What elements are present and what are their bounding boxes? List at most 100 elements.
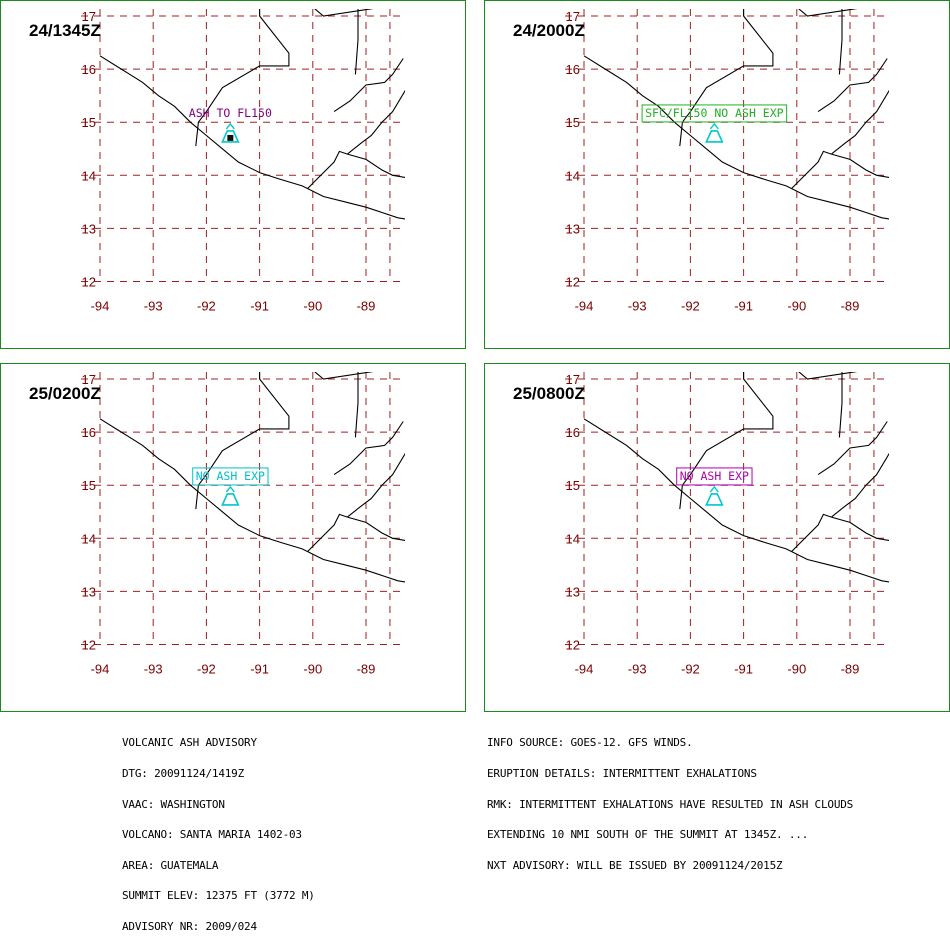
map-canvas: -94 -93 -92 -91 -90 -89 17 16 15 14 13 12 25/0800Z NO… bbox=[513, 372, 930, 677]
lon-tick-label: -89 bbox=[841, 662, 860, 677]
ash-forecast-label: NO ASH EXP bbox=[680, 469, 749, 483]
advisory-dtg: DTG: 20091124/1419Z bbox=[122, 767, 245, 780]
lat-tick-label: 17 bbox=[566, 372, 580, 387]
lon-tick-label: -94 bbox=[575, 299, 594, 314]
lat-tick-label: 15 bbox=[82, 115, 96, 130]
coastline bbox=[409, 74, 446, 85]
coastline bbox=[831, 153, 889, 178]
coastline bbox=[791, 150, 832, 189]
lon-tick-label: -93 bbox=[628, 662, 647, 677]
lat-tick-label: 13 bbox=[82, 221, 96, 236]
coastline bbox=[583, 418, 889, 583]
lat-tick-label: 13 bbox=[82, 584, 96, 599]
coastline bbox=[347, 89, 405, 155]
coastline bbox=[347, 153, 405, 178]
coastline bbox=[314, 9, 374, 17]
coastline bbox=[791, 513, 832, 552]
coastline bbox=[838, 372, 843, 438]
map-canvas: -94 -93 -92 -91 -90 -89 17 16 15 14 13 12 24/2000Z SF… bbox=[513, 9, 930, 314]
lat-tick-label: 13 bbox=[566, 584, 580, 599]
lat-tick-label: 16 bbox=[566, 62, 580, 77]
coastline bbox=[893, 437, 930, 448]
coastline bbox=[679, 9, 774, 147]
lon-tick-label: -94 bbox=[91, 662, 110, 677]
lon-tick-label: -94 bbox=[575, 662, 594, 677]
coastline bbox=[893, 74, 930, 85]
lon-tick-label: -89 bbox=[841, 299, 860, 314]
lat-tick-label: 16 bbox=[566, 425, 580, 440]
lon-tick-label: -91 bbox=[250, 662, 269, 677]
ash-forecast-box bbox=[676, 467, 753, 486]
coastline bbox=[314, 372, 374, 380]
coastline bbox=[679, 372, 774, 510]
lat-tick-label: 15 bbox=[82, 478, 96, 493]
advisory-info-left: VOLCANIC ASH ADVISORY DTG: 20091124/1419… bbox=[122, 718, 315, 942]
lat-tick-label: 13 bbox=[566, 221, 580, 236]
coastline bbox=[817, 58, 888, 113]
lon-tick-label: -92 bbox=[681, 299, 700, 314]
coastline bbox=[347, 452, 405, 518]
lat-tick-label: 12 bbox=[566, 638, 580, 653]
lon-tick-label: -91 bbox=[250, 299, 269, 314]
advisory-eruption-details: ERUPTION DETAILS: INTERMITTENT EXHALATIO… bbox=[487, 767, 757, 780]
coastline bbox=[831, 452, 889, 518]
lon-tick-label: -92 bbox=[681, 662, 700, 677]
coastline bbox=[583, 55, 889, 220]
advisory-next: NXT ADVISORY: WILL BE ISSUED BY 20091124… bbox=[487, 858, 783, 872]
coastline bbox=[831, 516, 889, 541]
lon-tick-label: -93 bbox=[144, 662, 163, 677]
coastline bbox=[354, 9, 359, 75]
lat-tick-label: 17 bbox=[566, 9, 580, 24]
lon-tick-label: -92 bbox=[197, 662, 216, 677]
lon-tick-label: -90 bbox=[787, 299, 806, 314]
lat-tick-label: 17 bbox=[82, 372, 96, 387]
lon-tick-label: -94 bbox=[91, 299, 110, 314]
advisory-info-right: INFO SOURCE: GOES-12. GFS WINDS. ERUPTIO… bbox=[487, 718, 853, 881]
advisory-info-source: INFO SOURCE: GOES-12. GFS WINDS. bbox=[487, 736, 693, 750]
coastline bbox=[333, 421, 404, 476]
lat-tick-label: 12 bbox=[82, 638, 96, 653]
advisory-volcano: VOLCANO: SANTA MARIA 1402-03 bbox=[122, 828, 302, 842]
lat-tick-label: 16 bbox=[82, 425, 96, 440]
lon-tick-label: -90 bbox=[303, 662, 322, 677]
lon-tick-label: -93 bbox=[144, 299, 163, 314]
lat-tick-label: 12 bbox=[566, 275, 580, 290]
lat-tick-label: 15 bbox=[566, 478, 580, 493]
lon-tick-label: -90 bbox=[787, 662, 806, 677]
lat-tick-label: 15 bbox=[566, 115, 580, 130]
lon-tick-label: -91 bbox=[734, 299, 753, 314]
volcano-icon bbox=[705, 122, 724, 143]
coastline bbox=[817, 421, 888, 476]
volcano-icon bbox=[221, 122, 240, 143]
advisory-title: VOLCANIC ASH ADVISORY bbox=[122, 736, 257, 750]
map-panel-4: -94 -93 -92 -91 -90 -89 17 16 15 14 13 12 25/0800Z NO… bbox=[484, 363, 950, 712]
advisory-summit-elev: SUMMIT ELEV: 12375 FT (3772 M) bbox=[122, 889, 315, 903]
coastline bbox=[798, 9, 858, 17]
coastline bbox=[347, 516, 405, 541]
volcano-icon bbox=[221, 485, 240, 506]
map-panel-2: -94 -93 -92 -91 -90 -89 17 16 15 14 13 12 24/2000Z SF… bbox=[484, 0, 950, 349]
ash-forecast-box bbox=[641, 104, 788, 123]
coastline bbox=[354, 372, 359, 438]
coastline bbox=[307, 513, 348, 552]
ash-forecast-label: ASH TO FL150 bbox=[189, 106, 272, 120]
coastline bbox=[409, 437, 446, 448]
panel-time-label: 24/2000Z bbox=[513, 21, 585, 40]
coastline bbox=[307, 150, 348, 189]
coastline bbox=[838, 9, 843, 75]
lat-tick-label: 14 bbox=[82, 531, 96, 546]
lat-tick-label: 12 bbox=[82, 275, 96, 290]
lon-tick-label: -92 bbox=[197, 299, 216, 314]
ash-forecast-box bbox=[192, 467, 269, 486]
coastline bbox=[195, 372, 290, 510]
lat-tick-label: 17 bbox=[82, 9, 96, 24]
coastline bbox=[798, 372, 858, 380]
panel-time-label: 25/0200Z bbox=[29, 384, 101, 403]
lon-tick-label: -90 bbox=[303, 299, 322, 314]
coastline bbox=[831, 89, 889, 155]
advisory-vaac: VAAC: WASHINGTON bbox=[122, 797, 225, 811]
lat-tick-label: 14 bbox=[566, 168, 580, 183]
panel-time-label: 25/0800Z bbox=[513, 384, 585, 403]
coastline bbox=[195, 9, 290, 147]
advisory-remark-cont: EXTENDING 10 NMI SOUTH OF THE SUMMIT AT … bbox=[487, 828, 809, 842]
